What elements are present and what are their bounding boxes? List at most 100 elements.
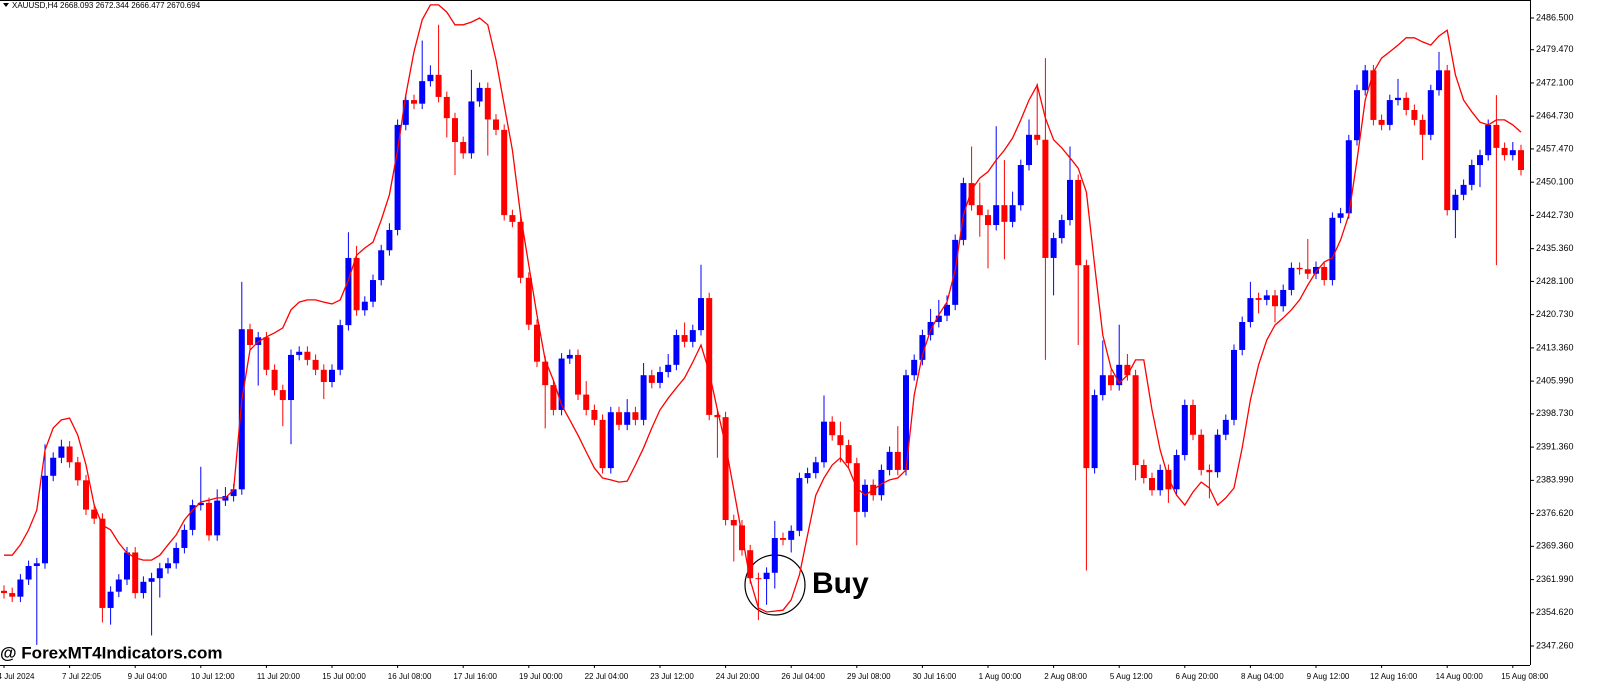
candle-body	[25, 565, 32, 580]
x-tick-label: 17 Jul 16:00	[453, 672, 497, 681]
candle-body	[747, 550, 754, 579]
candle-body	[132, 552, 139, 594]
y-tick-label: 2398.730	[1536, 408, 1574, 418]
candle-body	[1345, 140, 1352, 214]
candle-body	[304, 351, 311, 360]
candle-body	[386, 229, 393, 251]
candle-body	[517, 221, 524, 278]
candle-body	[722, 417, 729, 520]
candle-body	[640, 375, 647, 420]
candle-body	[329, 369, 335, 382]
candle-body	[493, 119, 499, 130]
candle-body	[985, 215, 991, 226]
candle-body	[1075, 179, 1082, 266]
candle-body	[1058, 220, 1065, 239]
candle-body	[968, 183, 975, 206]
y-tick-label: 2450.100	[1536, 177, 1574, 187]
candle-body	[1042, 139, 1049, 258]
candle-body	[919, 335, 926, 360]
candle-body	[1140, 464, 1147, 479]
candle-body	[1198, 434, 1205, 470]
candle-body	[107, 591, 114, 608]
candle-body	[1280, 289, 1287, 307]
x-tick-label: 6 Aug 20:00	[1175, 672, 1218, 681]
candle-body	[566, 354, 573, 359]
x-tick-label: 29 Jul 08:00	[847, 672, 891, 681]
candle-body	[345, 257, 352, 326]
candle-body	[1427, 90, 1434, 135]
candle-body	[845, 445, 852, 464]
y-tick-label: 2376.620	[1536, 508, 1574, 518]
candle-body	[1190, 404, 1196, 435]
candle-body	[550, 385, 557, 410]
candle-body	[1181, 404, 1188, 456]
candle-body	[542, 361, 549, 386]
candle-body	[337, 325, 344, 370]
candle-body	[525, 277, 532, 325]
candle-body	[1124, 364, 1131, 376]
x-tick-label: 26 Jul 04:00	[781, 672, 825, 681]
candle-body	[1288, 267, 1295, 290]
candle-body	[443, 96, 450, 119]
candle-body	[689, 330, 696, 342]
candle-body	[1493, 124, 1500, 148]
candle-body	[140, 581, 147, 594]
candle-body	[706, 298, 713, 415]
watermark: @ ForexMT4Indicators.com	[0, 643, 223, 662]
y-tick-label: 2369.360	[1536, 541, 1574, 551]
candle-body	[247, 329, 253, 345]
candle-body	[394, 124, 401, 230]
candle-body	[1108, 375, 1114, 386]
candle-body	[1444, 70, 1451, 211]
y-tick-label: 2472.100	[1536, 77, 1574, 87]
candle-body	[1296, 267, 1303, 270]
candle-body	[74, 462, 81, 481]
candle-body	[411, 100, 417, 104]
candle-body	[312, 359, 319, 370]
candle-body	[944, 304, 950, 316]
candle-body	[886, 451, 893, 470]
candle-body	[1157, 469, 1164, 491]
candle-body	[1017, 165, 1024, 206]
y-tick-label: 2479.470	[1536, 44, 1574, 54]
candle-body	[353, 257, 360, 311]
candle-body	[1395, 97, 1401, 101]
candle-body	[460, 142, 467, 154]
candle-body	[632, 412, 639, 420]
candle-body	[148, 578, 155, 582]
y-tick-label: 2413.360	[1536, 342, 1574, 352]
x-tick-label: 10 Jul 12:00	[191, 672, 235, 681]
candle-body	[755, 578, 762, 580]
y-tick-label: 2354.620	[1536, 607, 1574, 617]
x-tick-label: 22 Jul 04:00	[585, 672, 629, 681]
candle-body	[665, 364, 672, 373]
candle-body	[657, 372, 663, 383]
candle-body	[993, 205, 1000, 226]
candle-body	[99, 518, 106, 608]
x-tick-label: 24 Jul 20:00	[716, 672, 760, 681]
candle-body	[509, 215, 516, 222]
candle-body	[1231, 349, 1237, 420]
x-tick-label: 30 Jul 16:00	[913, 672, 957, 681]
y-tick-label: 2391.360	[1536, 441, 1574, 451]
y-tick-label: 2457.470	[1536, 143, 1574, 153]
candle-body	[1419, 119, 1426, 135]
candle-body	[698, 298, 704, 331]
y-tick-label: 2405.990	[1536, 375, 1574, 385]
y-tick-label: 2361.990	[1536, 574, 1574, 584]
candle-body	[1214, 434, 1221, 473]
candle-body	[771, 538, 778, 573]
candle-body	[1099, 375, 1106, 396]
candle-body	[1083, 265, 1090, 469]
candle-body	[1222, 419, 1229, 435]
x-tick-label: 4 Jul 2024	[0, 672, 35, 681]
candle-body	[1337, 213, 1344, 218]
x-tick-label: 14 Aug 00:00	[1436, 672, 1484, 681]
candle-body	[427, 74, 434, 82]
candle-body	[1, 590, 7, 594]
candle-body	[821, 421, 827, 463]
candle-body	[1468, 165, 1475, 185]
candle-body	[1370, 70, 1377, 120]
x-tick-label: 19 Jul 00:00	[519, 672, 563, 681]
